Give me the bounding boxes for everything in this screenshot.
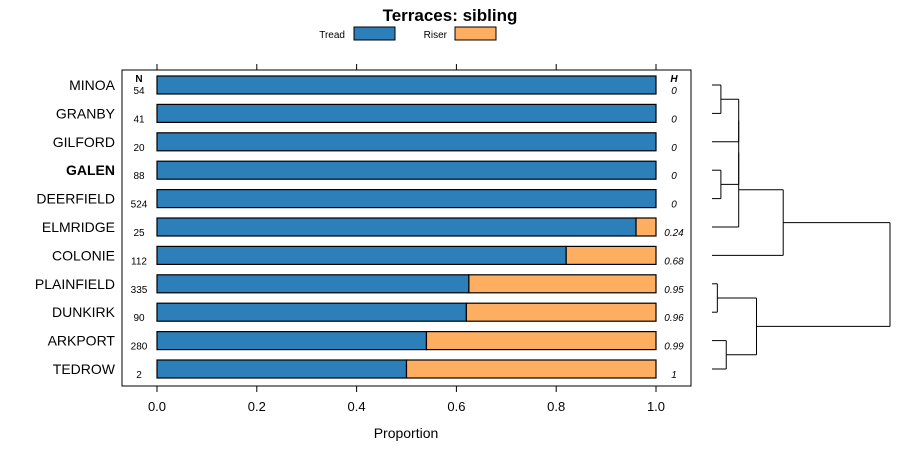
- n-value: 2: [136, 370, 142, 381]
- x-tick-label: 0.0: [148, 399, 166, 414]
- n-value: 524: [131, 200, 148, 211]
- n-value: 20: [133, 143, 145, 154]
- category-label: PLAINFIELD: [35, 276, 115, 292]
- bar-segment-riser: [635, 217, 657, 237]
- n-value: 25: [133, 228, 145, 239]
- bar-segment-tread: [156, 274, 470, 294]
- h-value: 0.24: [664, 228, 684, 239]
- h-value: 0: [671, 114, 677, 125]
- bar-segment-riser: [465, 302, 657, 322]
- h-value: 0: [671, 86, 677, 97]
- dendrogram: [712, 84, 891, 370]
- n-column-header: N: [135, 74, 142, 85]
- h-value: 0: [671, 200, 677, 211]
- legend-swatch-tread: [353, 26, 396, 41]
- n-value: 88: [133, 171, 145, 182]
- category-label: DUNKIRK: [52, 304, 116, 320]
- h-value: 0: [671, 143, 677, 154]
- h-value: 0: [671, 171, 677, 182]
- bar-segment-tread: [156, 302, 467, 322]
- category-labels: MINOA GRANBY GILFORD GALEN DEERFIELD ELMRIDGE…: [35, 77, 116, 377]
- n-value: 280: [131, 342, 148, 353]
- bar-segment-riser: [565, 245, 657, 265]
- bar-segment-riser: [468, 274, 657, 294]
- category-label: MINOA: [69, 77, 116, 93]
- top-axis-ticks: [156, 64, 657, 70]
- plot-frame: [121, 69, 692, 387]
- legend-label-riser: Riser: [424, 30, 448, 41]
- category-label: DEERFIELD: [36, 191, 115, 207]
- category-label: ARKPORT: [48, 333, 116, 349]
- h-column-header: H: [670, 74, 678, 85]
- bar-segment-tread: [156, 245, 567, 265]
- category-label: TEDROW: [53, 361, 116, 377]
- x-axis-label: Proportion: [374, 425, 439, 441]
- chart-title: Terraces: sibling: [383, 6, 518, 25]
- bars: [156, 75, 657, 379]
- bar-segment-tread: [156, 132, 657, 152]
- bar-segment-riser: [425, 331, 657, 351]
- n-h-columns: N H5441208852425112335902802000000.240.68…: [131, 74, 685, 381]
- n-value: 112: [131, 256, 147, 267]
- bar-segment-tread: [156, 103, 657, 124]
- category-label: COLONIE: [52, 247, 115, 263]
- bar-segment-tread: [156, 189, 657, 209]
- n-value: 54: [133, 86, 145, 97]
- bar-segment-tread: [156, 160, 657, 180]
- h-value: 0.68: [664, 256, 684, 267]
- n-value: 90: [133, 313, 145, 324]
- legend: Tread Riser: [319, 26, 497, 41]
- bar-segment-riser: [405, 359, 657, 379]
- n-value: 335: [131, 285, 148, 296]
- legend-label-tread: Tread: [319, 30, 345, 41]
- bar-segment-tread: [156, 331, 428, 351]
- category-label: GALEN: [66, 162, 115, 178]
- category-label: GILFORD: [53, 134, 115, 150]
- x-tick-label: 1.0: [647, 399, 665, 414]
- h-value: 0.99: [664, 342, 684, 353]
- x-tick-label: 0.8: [547, 399, 565, 414]
- x-tick-label: 0.4: [348, 399, 366, 414]
- legend-swatch-riser: [454, 26, 497, 41]
- bar-segment-tread: [156, 217, 637, 237]
- bar-segment-tread: [156, 75, 657, 95]
- category-label: GRANBY: [56, 105, 116, 121]
- n-value: 41: [133, 114, 145, 125]
- bar-segment-tread: [156, 359, 408, 379]
- h-value: 1: [671, 370, 677, 381]
- h-value: 0.95: [664, 285, 684, 296]
- category-label: ELMRIDGE: [42, 219, 115, 235]
- h-value: 0.96: [664, 313, 684, 324]
- x-tick-label: 0.6: [447, 399, 465, 414]
- x-tick-label: 0.2: [248, 399, 266, 414]
- x-axis: 0.0 0.2 0.4 0.6 0.8 1.0: [148, 386, 665, 414]
